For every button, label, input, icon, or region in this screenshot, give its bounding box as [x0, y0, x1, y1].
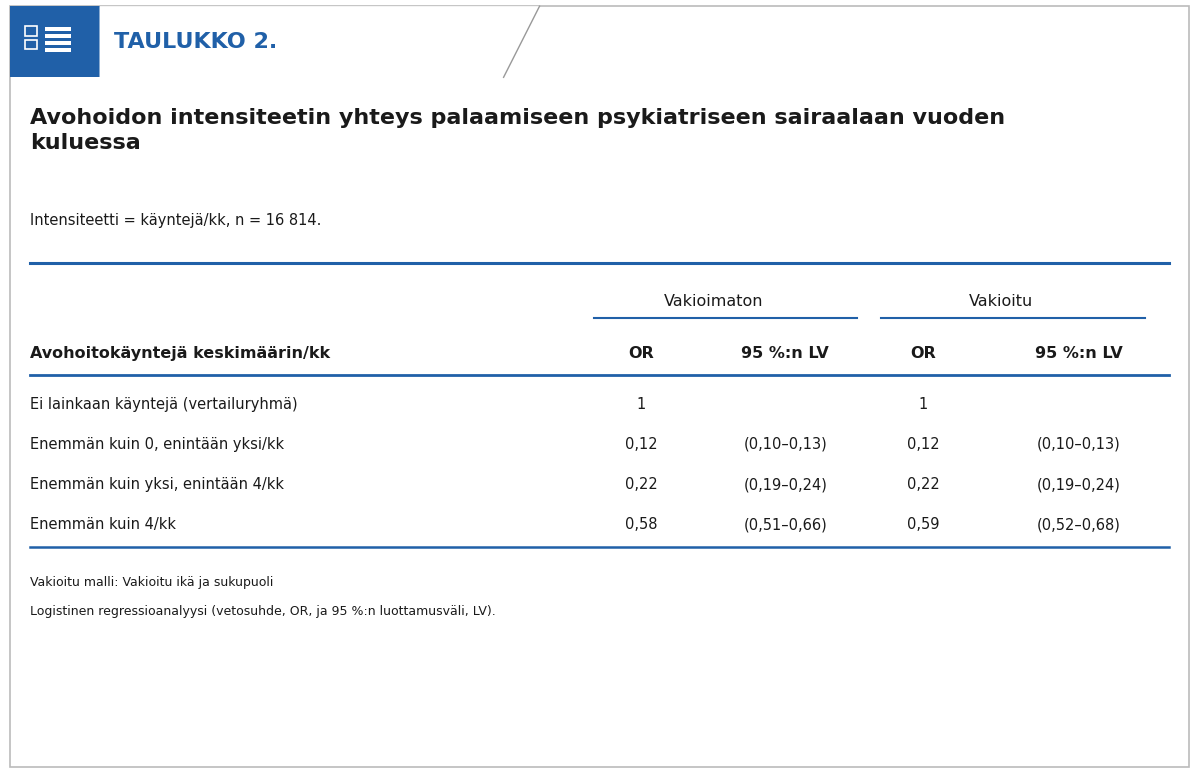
Text: 0,12: 0,12 — [906, 437, 940, 452]
Text: 95 %:n LV: 95 %:n LV — [741, 346, 830, 361]
Text: 0,58: 0,58 — [625, 517, 658, 533]
Text: Vakioitu: Vakioitu — [969, 294, 1034, 309]
Text: Ei lainkaan käyntejä (vertailuryhmä): Ei lainkaan käyntejä (vertailuryhmä) — [30, 397, 297, 412]
Text: OR: OR — [628, 346, 655, 361]
Text: (0,51–0,66): (0,51–0,66) — [743, 517, 827, 533]
Text: TAULUKKO 2.: TAULUKKO 2. — [114, 32, 277, 52]
Text: 1: 1 — [637, 397, 646, 412]
Text: (0,19–0,24): (0,19–0,24) — [1037, 477, 1121, 492]
Text: Vakioimaton: Vakioimaton — [664, 294, 763, 309]
Text: 0,22: 0,22 — [906, 477, 940, 492]
Text: 0,22: 0,22 — [625, 477, 658, 492]
Text: (0,10–0,13): (0,10–0,13) — [743, 437, 827, 452]
Text: Vakioitu malli: Vakioitu ikä ja sukupuoli: Vakioitu malli: Vakioitu ikä ja sukupuol… — [30, 576, 273, 589]
Text: 1: 1 — [918, 397, 928, 412]
Text: Enemmän kuin 0, enintään yksi/kk: Enemmän kuin 0, enintään yksi/kk — [30, 437, 284, 452]
Text: (0,19–0,24): (0,19–0,24) — [743, 477, 827, 492]
Text: Logistinen regressioanalyysi (vetosuhde, OR, ja 95 %:n luottamusväli, LV).: Logistinen regressioanalyysi (vetosuhde,… — [30, 605, 495, 618]
Text: Enemmän kuin 4/kk: Enemmän kuin 4/kk — [30, 517, 176, 533]
Text: 0,59: 0,59 — [906, 517, 940, 533]
Text: Avohoidon intensiteetin yhteys palaamiseen psykiatriseen sairaalaan vuoden
kulue: Avohoidon intensiteetin yhteys palaamise… — [30, 108, 1005, 153]
Text: (0,10–0,13): (0,10–0,13) — [1037, 437, 1121, 452]
Text: 0,12: 0,12 — [625, 437, 658, 452]
Text: Enemmän kuin yksi, enintään 4/kk: Enemmän kuin yksi, enintään 4/kk — [30, 477, 284, 492]
Text: OR: OR — [910, 346, 936, 361]
Text: 95 %:n LV: 95 %:n LV — [1035, 346, 1123, 361]
Text: Intensiteetti = käyntejä/kk, n = 16 814.: Intensiteetti = käyntejä/kk, n = 16 814. — [30, 213, 321, 227]
Text: (0,52–0,68): (0,52–0,68) — [1037, 517, 1121, 533]
Text: Avohoitokäyntejä keskimäärin/kk: Avohoitokäyntejä keskimäärin/kk — [30, 346, 330, 361]
